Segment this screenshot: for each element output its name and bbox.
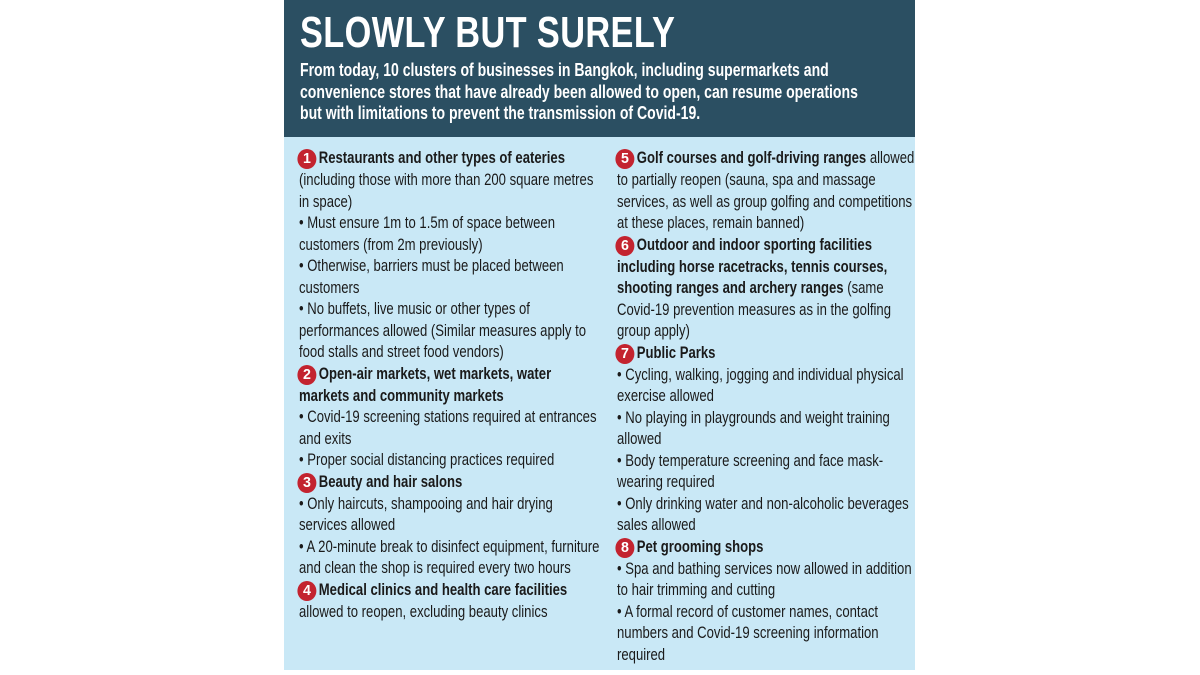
bullet-point: No buffets, live music or other types of… [299,298,603,363]
bullet-point: Body temperature screening and face mask… [617,450,921,493]
item-title: Open-air markets, wet markets, water mar… [299,363,552,405]
item-heading: 3 Beauty and hair salons [297,471,603,493]
right-column: 5 Golf courses and golf-driving ranges al… [615,147,921,666]
list-item: 1 Restaurants and other types of eateries… [297,147,603,363]
number-badge: 5 [615,149,635,169]
number-badge: 4 [297,580,317,601]
item-title: Beauty and hair salons [318,471,463,491]
bullet-point: Cycling, walking, jogging and individual… [617,364,921,407]
number-badge: 8 [615,537,635,558]
bullet-point: Only drinking water and non-alcoholic be… [617,493,921,536]
infographic-panel: SLOWLY BUT SURELY From today, 10 cluster… [284,0,915,670]
bullet-point: No playing in playgrounds and weight tra… [617,407,921,450]
item-description: (including those with more than 200 squa… [299,170,594,211]
item-heading: 8 Pet grooming shops [615,536,921,558]
item-title: Medical clinics and health care faciliti… [318,579,568,599]
list-item: 6 Outdoor and indoor sporting facilities … [615,234,921,342]
number-badge: 3 [297,472,317,493]
item-heading: 1 Restaurants and other types of eateries… [297,147,603,212]
bullet-point: Covid-19 screening stations required at … [299,406,603,449]
item-heading: 2 Open-air markets, wet markets, water ma… [297,363,603,407]
item-description: (same Covid-19 prevention measures as in… [617,278,891,340]
number-badge: 2 [297,364,317,385]
item-description: allowed to partially reopen (sauna, spa … [617,148,915,232]
item-title: Pet grooming shops [636,536,764,556]
bullet-point: A 20-minute break to disinfect equipment… [299,536,603,579]
item-heading: 5 Golf courses and golf-driving ranges al… [615,147,921,234]
item-description: allowed to reopen, excluding beauty clin… [299,601,548,621]
item-heading: 4 Medical clinics and health care facilit… [297,579,603,623]
item-heading: 7 Public Parks [615,342,921,364]
bullet-point: Only haircuts, shampooing and hair dryin… [299,493,603,536]
bullet-point: Spa and bathing services now allowed in … [617,558,921,601]
number-badge: 7 [615,343,635,364]
item-title: Restaurants and other types of eateries [318,148,565,167]
number-badge: 1 [297,149,317,169]
item-title: Outdoor and indoor sporting facilities i… [617,234,888,298]
bullet-point: Must ensure 1m to 1.5m of space between … [299,212,603,255]
item-heading: 6 Outdoor and indoor sporting facilities … [615,234,921,342]
bullet-point: Proper social distancing practices requi… [299,449,603,471]
headline: SLOWLY BUT SURELY [300,8,676,57]
subtitle: From today, 10 clusters of businesses in… [300,60,858,124]
item-title: Public Parks [636,342,716,362]
list-item: 2 Open-air markets, wet markets, water ma… [297,363,603,471]
list-item: 4 Medical clinics and health care facilit… [297,579,603,623]
bullet-point: A formal record of customer names, conta… [617,601,921,666]
bullet-point: Otherwise, barriers must be placed betwe… [299,255,603,298]
list-item: 5 Golf courses and golf-driving ranges al… [615,147,921,234]
item-title: Golf courses and golf-driving ranges [636,148,867,167]
left-column: 1 Restaurants and other types of eateries… [297,147,603,623]
number-badge: 6 [615,235,635,256]
header: SLOWLY BUT SURELY From today, 10 cluster… [284,0,915,137]
